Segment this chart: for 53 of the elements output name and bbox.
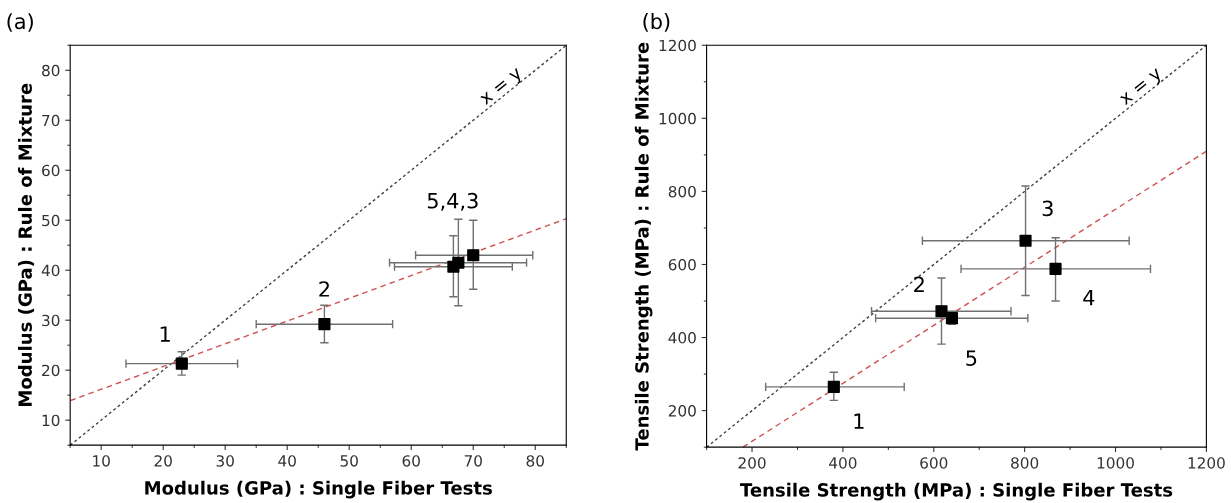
x-tick-label: 200 [738, 457, 766, 469]
y-tick-label: 200 [668, 405, 696, 417]
x-tick-label: 80 [526, 455, 544, 467]
annotation: 4 [1083, 289, 1095, 306]
y-tick-label: 10 [42, 414, 60, 427]
point [467, 249, 480, 262]
x-tick-label: 30 [216, 455, 234, 467]
x-tick-label: 50 [340, 455, 358, 467]
x-tick-label: 60 [402, 455, 420, 467]
x-tick-label: 400 [829, 457, 857, 469]
y-tick-label: 400 [668, 332, 696, 344]
x-tick-label: 600 [920, 457, 948, 469]
x-tick-label: 1200 [1188, 457, 1225, 469]
annotation: 5,4,3 [427, 192, 478, 211]
x-tick-label: 10 [93, 455, 110, 467]
chart-title: (a) [7, 13, 33, 32]
point [318, 318, 331, 331]
chart-title: (b) [643, 13, 670, 32]
annotation: 5 [966, 350, 977, 366]
x-tick-label: 70 [464, 455, 482, 467]
text: x = y [479, 67, 525, 108]
y-tick-label: 50 [42, 214, 60, 227]
y-tick-label: 1200 [659, 39, 696, 52]
annotation: 1 [854, 413, 864, 429]
y-tick-label: 40 [41, 264, 60, 277]
x-axis-title: Modulus (GPa) : Single Fiber Tests [145, 480, 492, 499]
text: x = y [1119, 68, 1165, 109]
x-tick-label: 1000 [1097, 457, 1134, 469]
y-tick-label: 70 [42, 114, 60, 127]
annotation: 2 [319, 281, 329, 297]
annotation: 3 [1042, 200, 1053, 217]
annotation: 1 [160, 326, 170, 342]
x-tick-label: 40 [278, 455, 296, 467]
y-tick-label: 600 [668, 258, 696, 271]
point [945, 312, 959, 325]
point [452, 256, 465, 269]
point [827, 380, 840, 393]
y-tick-label: 80 [42, 64, 60, 77]
point [935, 305, 948, 318]
y-tick-label: 30 [42, 314, 60, 327]
y-tick-label: 1000 [659, 112, 696, 125]
x-axis-title: Tensile Strength (MPa) : Single Fiber Tests [740, 482, 1173, 501]
point [175, 357, 188, 370]
y-axis-title: Tensile Strength (MPa) : Rule of Mixture [634, 42, 653, 451]
point [1019, 234, 1032, 247]
x-tick-label: 800 [1011, 457, 1039, 469]
y-axis-title: Modulus (GPa) : Rule of Mixture [17, 83, 35, 406]
y-tick-label: 20 [42, 364, 60, 377]
point [1049, 262, 1062, 275]
x-tick-label: 20 [154, 455, 172, 467]
y-tick-label: 60 [42, 164, 60, 177]
annotation: 2 [914, 276, 924, 292]
y-tick-label: 800 [668, 185, 696, 198]
